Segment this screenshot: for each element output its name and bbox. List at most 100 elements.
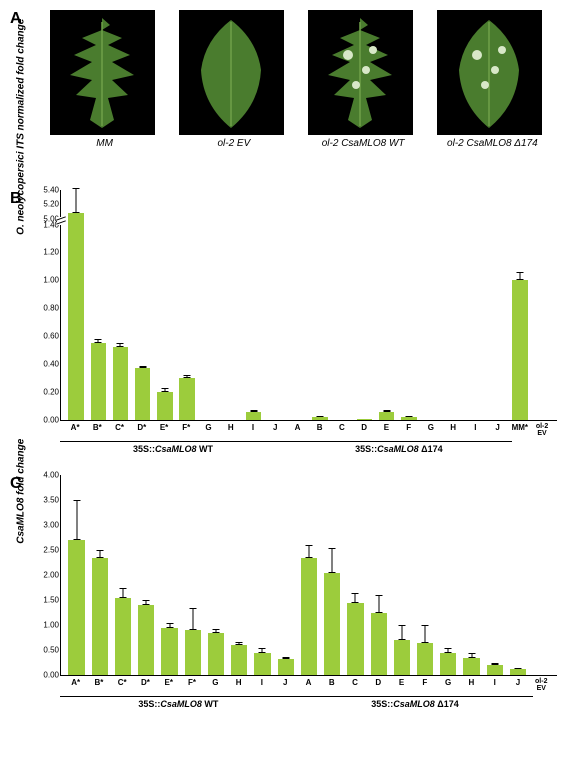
x-label: MM* [509,421,531,437]
bar-wrap [265,190,287,420]
bar [179,378,195,420]
bar-wrap [398,190,420,420]
x-label: D [367,676,390,692]
x-label: J [486,421,508,437]
error-bar [216,629,217,633]
bar [278,659,294,675]
y-tick: 1.00 [31,621,59,630]
x-label: J [264,421,286,437]
group-spacer [512,441,535,454]
leaf-box: ol-2 CsaMLO8 WT [308,10,418,149]
y-tick: 0.00 [31,416,59,425]
chart-b-bars [61,190,557,420]
y-tick: 0.40 [31,360,59,369]
x-label: H [460,676,483,692]
y-tick: 3.50 [31,496,59,505]
x-label: I [250,676,273,692]
bar [312,417,328,420]
leaf-label: ol-2 EV [179,138,289,149]
bar [185,630,201,675]
x-label: J [274,676,297,692]
bar-wrap [65,475,88,675]
chart-b-yticks: 0.000.200.400.600.801.001.201.405.005.20… [31,190,59,420]
bar [401,417,417,420]
error-bar [471,653,472,658]
error-bar [425,625,426,643]
leaf-label: ol-2 CsaMLO8 WT [308,138,418,149]
error-bar [146,600,147,605]
x-label: F* [175,421,197,437]
bar-wrap [251,475,274,675]
bar-wrap [154,190,176,420]
x-label: C [343,676,366,692]
bar-wrap [460,475,483,675]
chart-b-xlabels: A*B*C*D*E*F*GHIJABCDEFGHIJMM*ol-2 EV [60,421,557,437]
leaf-image [50,10,155,135]
error-bar [408,416,409,417]
error-bar [262,648,263,653]
bar-wrap [65,190,87,420]
bar [463,658,479,676]
bar-wrap [243,190,265,420]
error-bar [494,663,495,666]
x-label: I [483,676,506,692]
bar [113,347,129,420]
group-label: 35S::CsaMLO8 WT [60,441,286,454]
error-bar [169,623,170,628]
chart-c-bars [61,475,557,675]
bar [301,558,317,676]
x-label: E [390,676,413,692]
bar-wrap [297,475,320,675]
group-label: 35S::CsaMLO8 Δ174 [286,441,512,454]
error-bar [123,588,124,598]
y-tick: 1.50 [31,596,59,605]
x-label: B [320,676,343,692]
bar-wrap [331,190,353,420]
x-label: E* [157,676,180,692]
x-label: G [197,421,219,437]
x-label: ol-2 EV [530,676,553,692]
y-tick: 0.50 [31,646,59,655]
error-bar [378,595,379,613]
bar [135,368,151,420]
bar-wrap [530,475,553,675]
y-tick: 5.00 [31,214,59,223]
bar-wrap [88,475,111,675]
x-label: A [286,421,308,437]
bar-wrap [437,475,460,675]
error-bar [285,657,286,659]
group-label: 35S::CsaMLO8 WT [60,696,297,709]
error-bar [142,366,143,369]
bar [138,605,154,675]
bar [417,643,433,676]
x-label: C* [111,676,134,692]
bar-wrap [228,475,251,675]
bar-wrap [420,190,442,420]
bar [91,343,107,420]
y-tick: 1.20 [31,248,59,257]
bar-wrap [309,190,331,420]
error-bar [187,375,188,378]
bar [487,665,503,675]
bar [231,645,247,675]
bar-wrap [198,190,220,420]
error-bar [308,545,309,558]
leaf-box: ol-2 CsaMLO8 Δ174 [437,10,547,149]
x-label: C* [108,421,130,437]
bar [208,633,224,676]
bar-wrap [531,190,553,420]
error-bar [320,416,321,417]
error-bar [98,339,99,343]
x-label: G [204,676,227,692]
x-label: C [331,421,353,437]
bar-wrap [87,190,109,420]
error-bar [519,272,520,280]
error-bar [401,625,402,640]
bar-wrap [442,190,464,420]
bar [440,653,456,676]
y-tick: 2.00 [31,571,59,580]
error-bar [76,500,77,540]
bar-wrap [376,190,398,420]
x-label: F* [180,676,203,692]
bar-wrap [509,190,531,420]
